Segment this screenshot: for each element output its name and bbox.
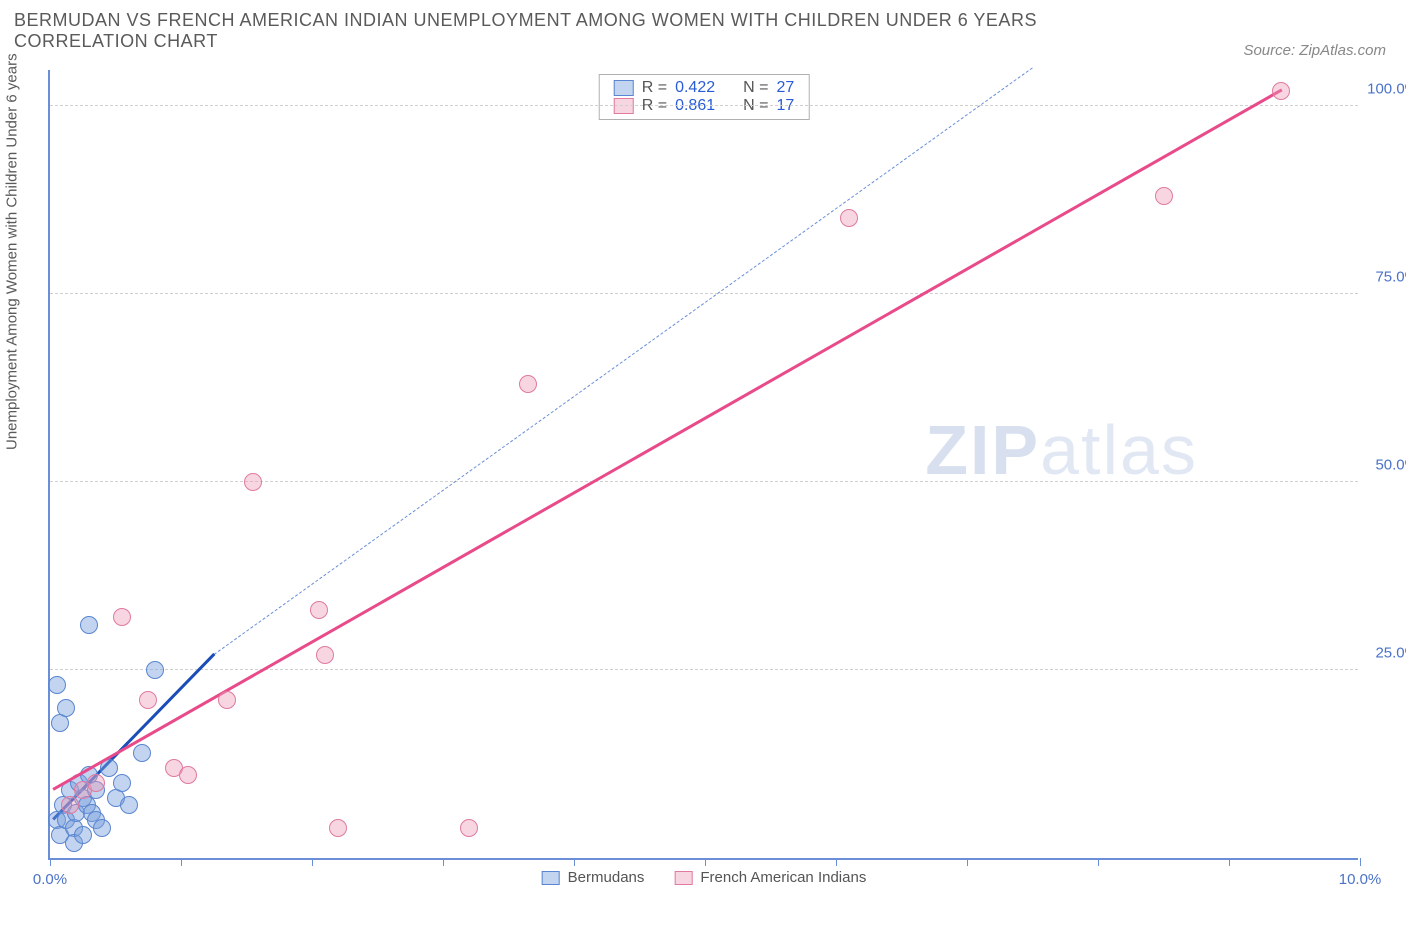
data-point [61, 796, 79, 814]
legend-n-label: N = [743, 97, 768, 115]
data-point [840, 209, 858, 227]
data-point [519, 375, 537, 393]
data-point [74, 826, 92, 844]
data-point [244, 473, 262, 491]
data-point [48, 676, 66, 694]
data-point [310, 601, 328, 619]
y-axis-label: Unemployment Among Women with Children U… [4, 53, 21, 450]
x-tick-mark [443, 858, 444, 866]
legend-r-value: 0.861 [675, 97, 715, 115]
data-point [57, 699, 75, 717]
x-tick-mark [836, 858, 837, 866]
x-tick-mark [1360, 858, 1361, 866]
trend-line [52, 88, 1282, 790]
x-tick-mark [574, 858, 575, 866]
legend-series-item: Bermudans [542, 869, 645, 886]
y-tick-label: 50.0% [1375, 456, 1406, 473]
legend-swatch [542, 871, 560, 885]
x-tick-mark [1229, 858, 1230, 866]
data-point [1272, 82, 1290, 100]
legend-n-label: N = [743, 79, 768, 97]
legend-swatch [614, 80, 634, 96]
gridline-h [50, 293, 1358, 294]
legend-stats: R = 0.422 N = 27 R = 0.861 N = 17 [599, 74, 810, 120]
watermark: ZIPatlas [925, 410, 1198, 490]
source-attribution: Source: ZipAtlas.com [1243, 42, 1386, 59]
data-point [93, 819, 111, 837]
data-point [179, 766, 197, 784]
legend-series: Bermudans French American Indians [542, 869, 867, 886]
x-tick-mark [705, 858, 706, 866]
data-point [113, 774, 131, 792]
y-tick-label: 75.0% [1375, 268, 1406, 285]
data-point [133, 744, 151, 762]
gridline-h [50, 105, 1358, 106]
legend-r-label: R = [642, 97, 667, 115]
x-tick-label: 10.0% [1339, 871, 1382, 888]
x-tick-mark [1098, 858, 1099, 866]
x-tick-mark [967, 858, 968, 866]
data-point [460, 819, 478, 837]
watermark-light: atlas [1040, 411, 1198, 489]
data-point [316, 646, 334, 664]
data-point [1155, 187, 1173, 205]
x-tick-mark [312, 858, 313, 866]
data-point [139, 691, 157, 709]
legend-series-label: Bermudans [568, 869, 645, 886]
x-tick-label: 0.0% [33, 871, 67, 888]
data-point [329, 819, 347, 837]
data-point [80, 616, 98, 634]
legend-n-value: 17 [776, 97, 794, 115]
y-tick-label: 25.0% [1375, 644, 1406, 661]
x-tick-mark [181, 858, 182, 866]
y-tick-label: 100.0% [1367, 80, 1406, 97]
legend-series-label: French American Indians [700, 869, 866, 886]
legend-r-value: 0.422 [675, 79, 715, 97]
legend-stats-row: R = 0.422 N = 27 [614, 79, 795, 97]
legend-swatch [614, 98, 634, 114]
watermark-bold: ZIP [925, 411, 1040, 489]
data-point [87, 774, 105, 792]
trend-extension [213, 67, 1032, 655]
x-tick-mark [50, 858, 51, 866]
gridline-h [50, 669, 1358, 670]
data-point [120, 796, 138, 814]
data-point [146, 661, 164, 679]
plot-area: ZIPatlas R =0.422N =27R =0.861N =17 Berm… [48, 70, 1358, 860]
legend-n-value: 27 [776, 79, 794, 97]
legend-swatch [674, 871, 692, 885]
legend-series-item: French American Indians [674, 869, 866, 886]
data-point [113, 608, 131, 626]
legend-r-label: R = [642, 79, 667, 97]
data-point [218, 691, 236, 709]
chart-title: BERMUDAN VS FRENCH AMERICAN INDIAN UNEMP… [14, 10, 1114, 52]
legend-stats-row: R = 0.861 N = 17 [614, 97, 795, 115]
